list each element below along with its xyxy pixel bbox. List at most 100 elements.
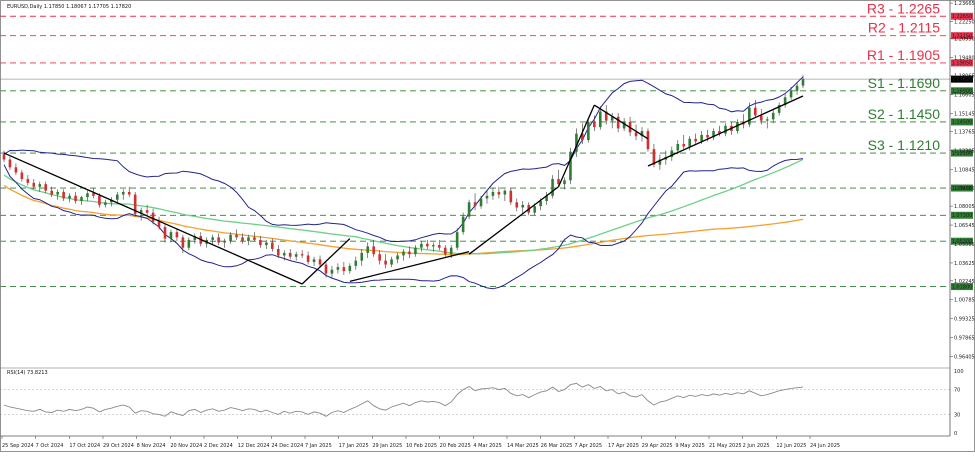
level-label-R2: R2 - 1.2115 (868, 20, 940, 36)
price-tick-label: 1.09385 (954, 186, 975, 192)
level-tag-S3 (951, 149, 973, 157)
level-tag-S1 (951, 87, 973, 95)
candle-body (288, 252, 292, 257)
candle-body (795, 85, 799, 91)
price-tick-label: 0.96405 (954, 355, 975, 361)
candle-body (217, 237, 220, 243)
price-tick-label: 1.08005 (954, 204, 975, 210)
candle-body (133, 194, 137, 214)
level-tag-text-L5: 1.07300 (952, 213, 973, 219)
price-tick-label: 1.03625 (954, 261, 975, 267)
candle-body (86, 193, 89, 198)
candle-body (718, 131, 721, 134)
level-label-S1: S1 - 1.1690 (868, 75, 941, 91)
candle-body (432, 245, 435, 247)
time-tick-label: 8 Nov 2024 (137, 443, 166, 449)
price-tick-label: 1.18065 (954, 74, 975, 80)
candle-body (461, 216, 465, 233)
candle-body (300, 254, 304, 256)
time-tick-label: 29 Jan 2025 (372, 443, 402, 449)
level-tag-text-R3: 1.22650 (952, 14, 973, 20)
price-tick-label: 1.02245 (954, 279, 975, 285)
candle-body (265, 242, 268, 246)
candle-body (515, 202, 519, 208)
candle-body (598, 111, 602, 128)
price-tick-label: 1.19480 (954, 55, 975, 61)
candle-body (748, 107, 751, 125)
time-tick-label: 17 Jan 2025 (339, 443, 369, 449)
time-tick-label: 2 Jun 2025 (743, 443, 770, 449)
level-label-R1: R1 - 1.1905 (867, 47, 940, 63)
time-tick-label: 21 May 2025 (709, 443, 742, 449)
time-tick-label: 7 Jan 2025 (305, 443, 332, 449)
candle-body (724, 125, 727, 134)
sma-fast-line (3, 158, 804, 255)
trend-line (647, 95, 804, 167)
candle-body (759, 115, 763, 121)
time-tick-label: 9 May 2025 (675, 443, 704, 449)
candle-body (688, 138, 692, 147)
level-tag-text-R2: 1.21150 (952, 34, 973, 40)
candle-body (539, 201, 542, 207)
candle-body (402, 251, 405, 256)
candle-body (306, 255, 310, 262)
candle-body (521, 204, 525, 208)
candle-body (604, 111, 608, 121)
candle-body (551, 178, 554, 196)
candle-body (253, 237, 256, 240)
candle-body (670, 150, 674, 157)
candle-body (360, 252, 364, 261)
time-tick-label: 24 Dec 2024 (271, 443, 303, 449)
trend-line (349, 250, 470, 283)
price-tick-label: 0.97865 (954, 336, 975, 342)
candle-body (241, 237, 244, 242)
candle-body (330, 269, 334, 274)
level-tag-S2 (951, 118, 973, 126)
time-tick-label: 12 Jun 2025 (776, 443, 806, 449)
candle-body (437, 245, 441, 248)
candle-body (56, 191, 59, 195)
candle-body (342, 267, 346, 272)
candle-body (318, 259, 322, 265)
candle-body (121, 191, 125, 195)
price-tick-label: 1.15145 (954, 112, 975, 118)
candle-body (443, 247, 447, 255)
candle-body (372, 246, 375, 255)
candle-body (324, 264, 328, 274)
candle-body (467, 202, 471, 217)
candle-body (169, 232, 173, 239)
candle-body (68, 195, 71, 199)
candle-body (115, 194, 119, 200)
price-tick-label: 1.20950 (954, 36, 975, 42)
time-tick-label: 20 Feb 2025 (440, 443, 471, 449)
candle-body (801, 79, 805, 86)
candle-body (32, 182, 36, 187)
candle-body (706, 134, 709, 138)
candle-body (473, 202, 477, 207)
candle-body (622, 121, 626, 129)
candle-body (14, 167, 18, 173)
rsi-tick-label: 100 (954, 369, 964, 375)
level-tag-L4 (951, 184, 973, 192)
candle-body (181, 237, 185, 248)
time-tick-label: 26 Mar 2025 (541, 443, 573, 449)
candle-body (366, 246, 370, 253)
candle-body (127, 191, 131, 195)
candle-body (44, 184, 48, 191)
time-tick-label: 10 Feb 2025 (406, 443, 437, 449)
rsi-info: RSI(14) 73.8213 (7, 370, 48, 376)
candle-body (563, 180, 566, 185)
candle-body (646, 131, 650, 150)
candle-body (700, 134, 703, 142)
level-tag-text-S2: 1.14500 (952, 120, 973, 126)
price-tick-label: 1.05085 (954, 242, 975, 248)
candle-body (2, 154, 6, 160)
candle-body (396, 255, 399, 260)
candle-body (640, 131, 644, 137)
candle-body (652, 149, 656, 165)
candle-body (777, 105, 781, 113)
candle-body (151, 212, 155, 222)
current-price-tag-text: 1.17820 (952, 77, 973, 83)
candle-body (736, 121, 739, 132)
